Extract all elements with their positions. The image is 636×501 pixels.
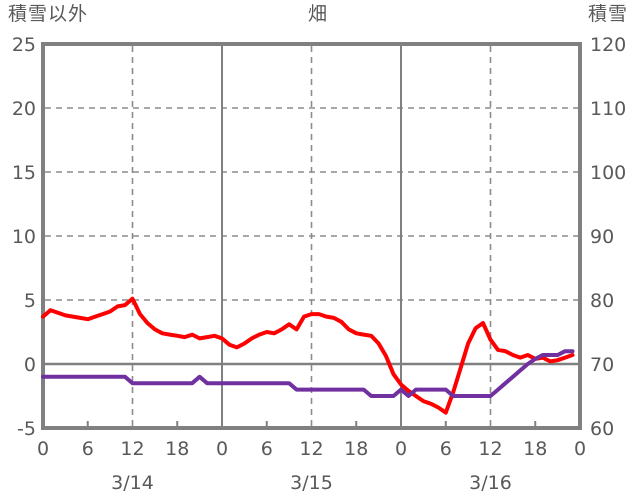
right-axis-title: 積雪 — [587, 3, 628, 25]
left-axis-tick-label: -5 — [17, 418, 36, 440]
x-axis-tick-label: 18 — [165, 438, 189, 460]
right-axis-tick-label: 100 — [590, 162, 626, 184]
x-axis-tick-label: 6 — [261, 438, 273, 460]
right-axis-tick-label: 120 — [590, 34, 626, 56]
x-axis-tick-label: 12 — [120, 438, 144, 460]
chart-title: 畑 — [307, 3, 328, 25]
left-axis-title: 積雪以外 — [8, 3, 89, 25]
x-axis-date-label: 3/16 — [469, 472, 512, 494]
plot-border — [41, 42, 582, 430]
x-axis-tick-label: 18 — [344, 438, 368, 460]
left-axis-tick-label: 15 — [12, 162, 36, 184]
right-axis-tick-label: 80 — [590, 290, 614, 312]
right-axis-tick-label: 70 — [590, 354, 614, 376]
series-line-0 — [41, 296, 575, 415]
x-axis-date-label: 3/14 — [111, 472, 154, 494]
x-axis-tick-label: 0 — [574, 438, 586, 460]
left-axis-tick-label: 0 — [24, 354, 36, 376]
right-axis-tick-label: 90 — [590, 226, 614, 248]
left-axis-tick-label: 25 — [12, 34, 36, 56]
right-axis-tick-label: 60 — [590, 418, 614, 440]
x-axis-tick-label: 0 — [216, 438, 228, 460]
x-axis-tick-label: 18 — [523, 438, 547, 460]
x-axis-date-label: 3/15 — [290, 472, 333, 494]
left-axis-tick-label: 10 — [12, 226, 36, 248]
x-axis-tick-label: 0 — [395, 438, 407, 460]
series-line-1 — [41, 349, 575, 398]
right-axis-tick-label: 110 — [590, 98, 626, 120]
x-axis-tick-label: 6 — [82, 438, 94, 460]
x-axis-tick-label: 12 — [299, 438, 323, 460]
left-axis-tick-label: 20 — [12, 98, 36, 120]
x-axis-tick-label: 0 — [37, 438, 49, 460]
x-axis-tick-label: 6 — [440, 438, 452, 460]
left-axis-tick-label: 5 — [24, 290, 36, 312]
x-axis-tick-label: 12 — [478, 438, 502, 460]
